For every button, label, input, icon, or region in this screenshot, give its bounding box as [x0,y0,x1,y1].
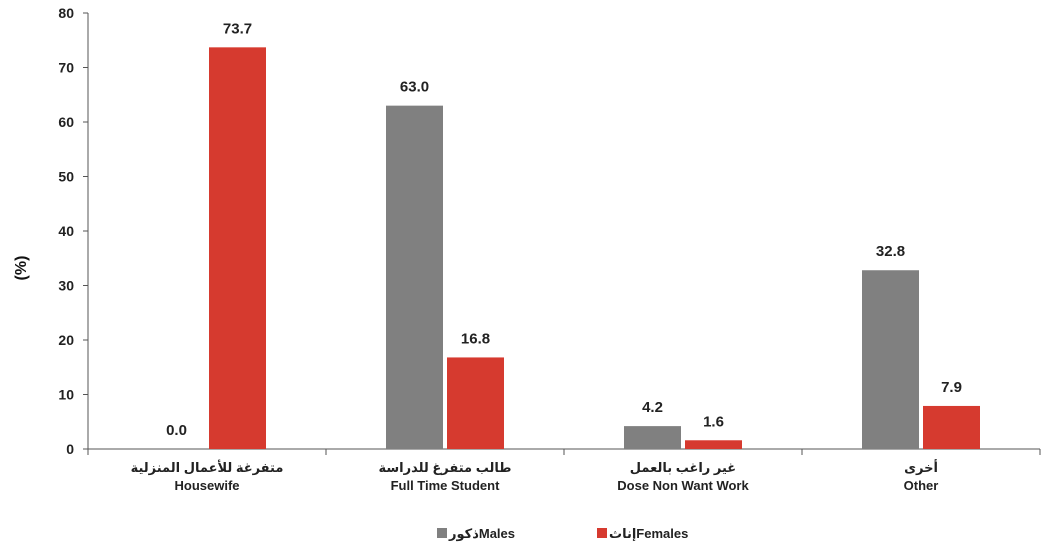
category-labels-group: متفرغة للأعمال المنزلية Housewife طالب متف… [131,459,939,493]
data-label: 16.8 [461,330,490,347]
bar-females [209,47,266,450]
data-label: 4.2 [642,399,663,416]
category-label-en: Housewife [174,478,239,493]
legend: ذكورMales إناثFemales [437,526,688,541]
bar-males [386,105,443,450]
category-label-ar: طالب متفرغ للدراسة [379,460,512,475]
data-label: 32.8 [876,243,905,260]
y-tick-label: 60 [58,114,74,130]
category-label-ar: متفرغة للأعمال المنزلية [131,459,284,475]
y-tick-label: 50 [58,169,74,185]
category-label-en: Full Time Student [391,478,500,493]
bar-males [862,270,919,449]
y-tick-label: 70 [58,60,74,76]
y-tick-label: 20 [58,332,74,348]
y-tick-label: 10 [58,387,74,403]
x-axis [87,448,1041,455]
category-label-ar: أخرى [904,459,938,475]
legend-label-males: ذكورMales [448,526,515,541]
bars-group [209,47,980,450]
bar-females [923,405,980,449]
bar-females [685,440,742,449]
bar-males [624,426,681,449]
data-label: 63.0 [400,79,429,96]
y-axis-label: (%) [13,256,30,281]
y-axis: 0 10 20 30 40 50 60 70 80 [58,5,89,457]
data-label: 73.7 [223,20,252,37]
y-tick-label: 30 [58,278,74,294]
category-label-en: Dose Non Want Work [617,478,749,493]
legend-swatch-males [437,528,447,538]
y-tick-label: 0 [66,441,74,457]
legend-swatch-females [597,528,607,538]
data-labels-group: 0.0 73.7 63.0 16.8 4.2 1.6 32.8 7.9 [166,20,962,439]
data-label: 0.0 [166,422,187,439]
data-label: 1.6 [703,413,724,430]
category-label-ar: غير راغب بالعمل [630,460,736,475]
bar-females [447,357,504,449]
y-tick-label: 40 [58,223,74,239]
y-tick-label: 80 [58,5,74,21]
category-label-en: Other [904,478,939,493]
legend-label-females: إناثFemales [609,526,688,541]
data-label: 7.9 [941,379,962,396]
